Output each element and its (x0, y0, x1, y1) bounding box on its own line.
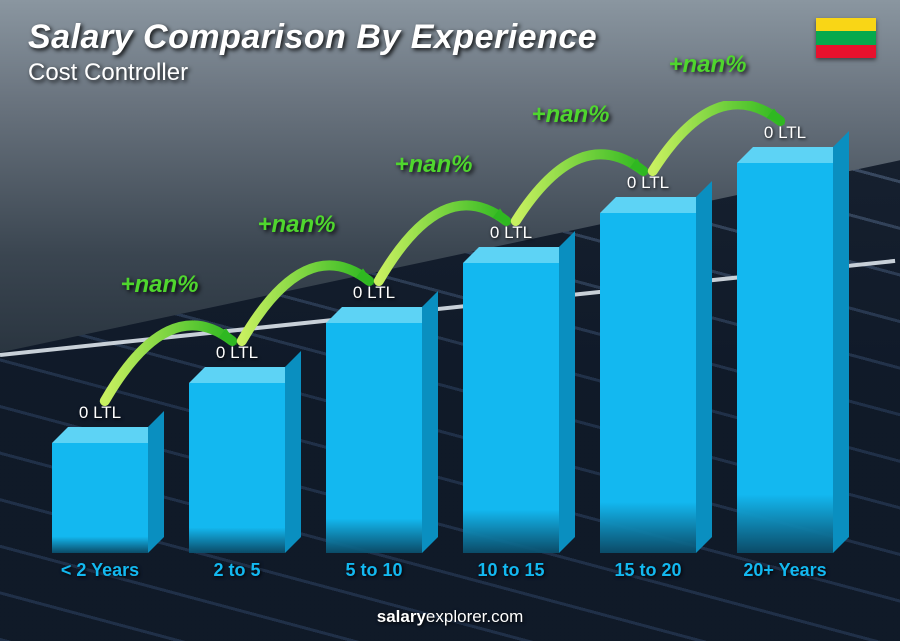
bar-x-label: 10 to 15 (451, 560, 571, 581)
chart-subtitle: Cost Controller (28, 59, 597, 87)
bar-5 (737, 163, 833, 553)
flag-stripe-1 (816, 18, 876, 31)
bar-x-label: 20+ Years (725, 560, 845, 581)
bar-value-label: 0 LTL (451, 223, 571, 243)
chart-title: Salary Comparison By Experience (28, 18, 597, 57)
footer: salaryexplorer.com (0, 607, 900, 627)
bar-1 (189, 383, 285, 553)
bar-side-face (148, 411, 164, 553)
bar-x-label: 15 to 20 (588, 560, 708, 581)
bar-x-label: < 2 Years (40, 560, 160, 581)
bar-4 (600, 213, 696, 553)
bar-value-label: 0 LTL (588, 173, 708, 193)
bar-x-label: 2 to 5 (177, 560, 297, 581)
country-flag-icon (816, 18, 876, 58)
footer-brand: salaryexplorer.com (377, 607, 524, 626)
bar-x-label: 5 to 10 (314, 560, 434, 581)
chart-container: Salary Comparison By Experience Cost Con… (0, 0, 900, 641)
delta-label: +nan% (121, 271, 199, 299)
bar-3 (463, 263, 559, 553)
bar-value-label: 0 LTL (40, 403, 160, 423)
bar-value-label: 0 LTL (725, 123, 845, 143)
delta-label: +nan% (532, 101, 610, 129)
bar-side-face (696, 181, 712, 553)
delta-label: +nan% (258, 211, 336, 239)
bar-0 (52, 443, 148, 553)
bar-side-face (422, 291, 438, 553)
delta-label: +nan% (395, 151, 473, 179)
bar-chart: < 2 Years 0 LTL 2 to 5 0 LTL +nan% 5 to 10 0 L… (40, 101, 860, 581)
bar-2 (326, 323, 422, 553)
bar-value-label: 0 LTL (314, 283, 434, 303)
bar-value-label: 0 LTL (177, 343, 297, 363)
flag-stripe-3 (816, 45, 876, 58)
bar-side-face (285, 351, 301, 553)
title-block: Salary Comparison By Experience Cost Con… (28, 18, 597, 87)
bar-side-face (559, 231, 575, 553)
delta-label: +nan% (669, 51, 747, 79)
flag-stripe-2 (816, 31, 876, 44)
bar-side-face (833, 131, 849, 553)
